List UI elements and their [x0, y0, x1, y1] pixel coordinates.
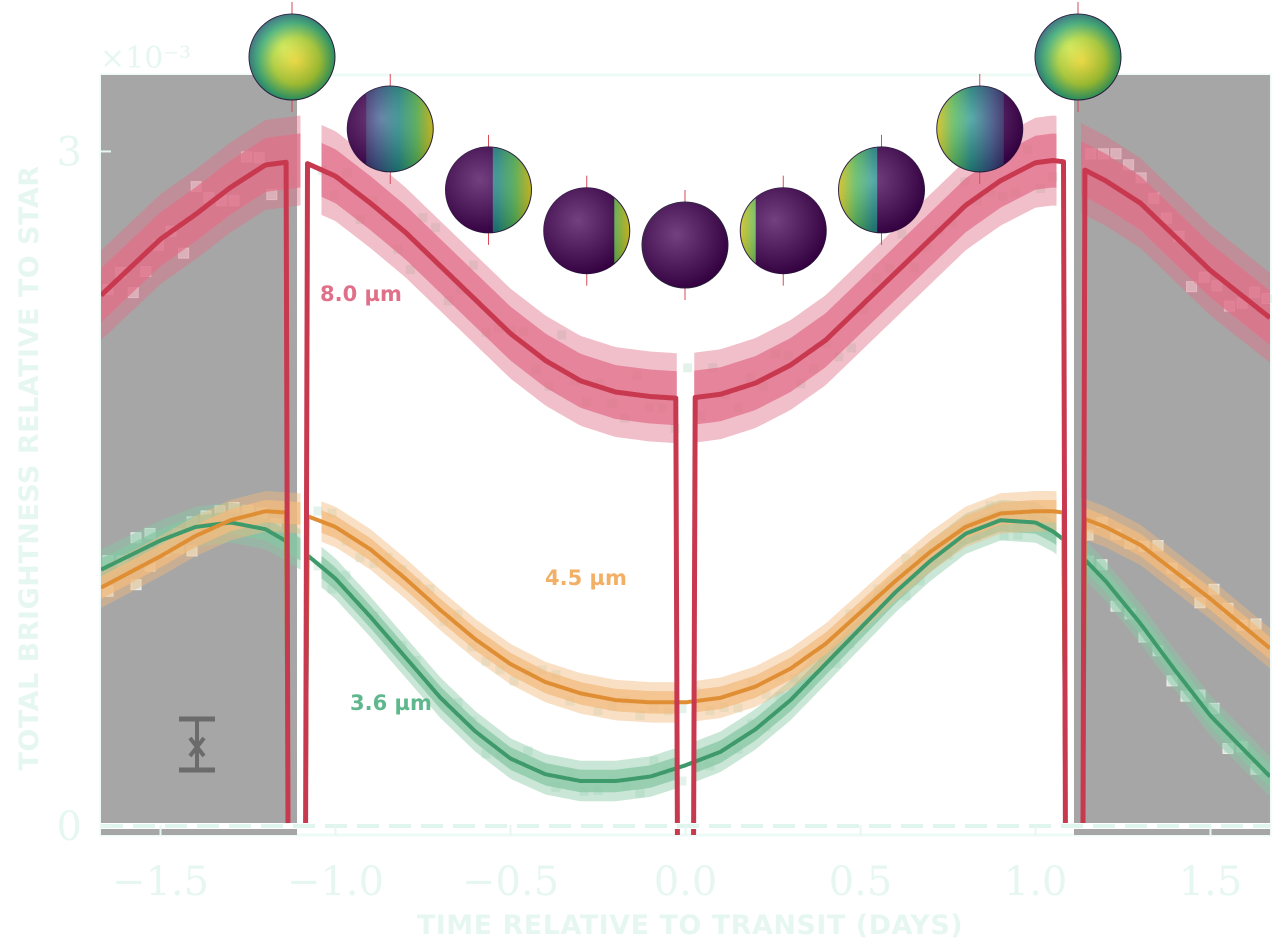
planet-phase-sphere	[543, 175, 631, 286]
data-point	[404, 263, 416, 275]
label-45um: 4.5 µm	[545, 566, 627, 590]
planet-phase-sphere	[1034, 2, 1122, 112]
x-tick-label: 1.5	[1179, 859, 1243, 905]
planet-phase-sphere	[248, 2, 336, 112]
y-axis-label: TOTAL BRIGHTNESS RELATIVE TO STAR	[14, 165, 45, 770]
band-0-3-1	[1081, 141, 1270, 345]
planet-phase-sphere	[445, 134, 532, 245]
x-axis-label: TIME RELATIVE TO TRANSIT (DAYS)	[417, 910, 963, 941]
band-1-2-1	[694, 499, 1057, 713]
axis-ticks: −1.5 −1.0 −0.5 0.0 0.5 1.0 1.5 0 3	[57, 129, 1243, 905]
x-tick-label: −1.0	[287, 859, 384, 905]
sphere-shade	[740, 187, 827, 274]
x-tick-label: −1.5	[112, 859, 209, 905]
planet-phase-sphere	[739, 175, 827, 286]
band-0-1-1	[321, 142, 677, 426]
sphere-shade	[642, 202, 728, 288]
data-point	[430, 222, 442, 234]
label-8um: 8.0 µm	[320, 282, 402, 306]
x-tick-label: −0.5	[462, 859, 559, 905]
x-tick-label: 0.5	[829, 859, 893, 905]
band-1-1-1	[321, 510, 677, 714]
error-bar-icon	[179, 716, 215, 773]
band-1-3-1	[1081, 506, 1270, 660]
data-point	[896, 228, 908, 240]
sphere-shade	[1035, 14, 1121, 100]
planet-phase-sphere	[641, 190, 729, 300]
y-tick-label: 3	[57, 129, 82, 175]
sphere-shade	[249, 14, 335, 100]
planet-phase-sphere	[838, 134, 925, 245]
error-bar-marker	[188, 736, 206, 758]
exponent-label: ×10⁻³	[100, 41, 191, 76]
planet-phase-sphere	[936, 73, 1024, 184]
x-tick-label: 1.0	[1004, 859, 1068, 905]
data-point	[556, 329, 568, 341]
data-point	[1110, 148, 1122, 160]
data-point	[1186, 281, 1198, 293]
sphere-shade	[347, 85, 434, 172]
sphere-shade	[445, 146, 532, 233]
band-2-0-1	[101, 511, 301, 581]
y-tick-label: 0	[57, 804, 82, 850]
sphere-shade	[838, 146, 925, 233]
data-point	[845, 342, 857, 354]
data-point	[682, 362, 694, 374]
label-36um: 3.6 µm	[350, 691, 432, 715]
sphere-shade	[936, 85, 1023, 172]
band-0-0-1	[101, 133, 301, 323]
band-2-1-1	[321, 555, 677, 793]
sphere-shade	[543, 187, 630, 274]
planet-phase-sphere	[346, 73, 434, 184]
x-tick-label: 0.0	[654, 859, 718, 905]
data-point	[467, 259, 479, 271]
planet-phase-spheres	[248, 2, 1122, 300]
